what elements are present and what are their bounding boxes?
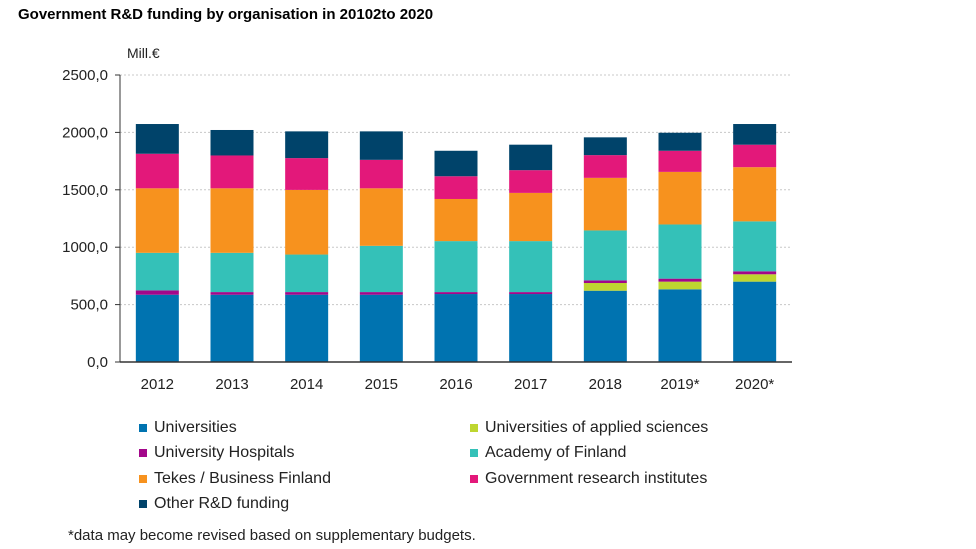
legend-item: Tekes / Business Finland xyxy=(139,470,331,488)
legend-label: Government research institutes xyxy=(485,469,708,487)
bar-segment-other-r-d-funding-2013 xyxy=(210,129,254,156)
y-tick-label: 2000,0 xyxy=(62,124,108,141)
legend-item: Universities xyxy=(139,419,237,437)
bar-segment-academy-of-finland-2013 xyxy=(210,252,254,293)
bar-segment-government-research-institutes-2019 xyxy=(658,150,702,172)
x-tick-label: 2019* xyxy=(660,376,699,393)
bar-segment-tekes-business-finland-2015 xyxy=(359,188,403,246)
bar-segment-academy-of-finland-2017 xyxy=(509,241,553,293)
bar-segment-academy-of-finland-2015 xyxy=(359,245,403,293)
bar-segment-universities-of-applied-sciences-2018 xyxy=(583,283,627,291)
bar-segment-tekes-business-finland-2018 xyxy=(583,177,627,231)
y-tick-label: 1500,0 xyxy=(62,182,108,199)
y-tick-label: 1000,0 xyxy=(62,239,108,256)
bar-segment-university-hospitals-2018 xyxy=(583,280,627,284)
bar-segment-other-r-d-funding-2017 xyxy=(509,144,553,171)
bar-segment-government-research-institutes-2020 xyxy=(733,144,777,168)
bar-segment-universities-2012 xyxy=(135,294,179,362)
bar-segment-universities-2016 xyxy=(434,294,478,362)
legend-item: Government research institutes xyxy=(470,470,707,488)
bar-segment-government-research-institutes-2012 xyxy=(135,153,179,189)
y-tick-label: 500,0 xyxy=(70,297,108,314)
legend-item: Academy of Finland xyxy=(470,444,626,462)
bar-segment-tekes-business-finland-2012 xyxy=(135,188,179,253)
bar-segment-tekes-business-finland-2019 xyxy=(658,171,702,225)
bar-segment-tekes-business-finland-2016 xyxy=(434,198,478,242)
bar-segment-other-r-d-funding-2018 xyxy=(583,137,627,156)
bar-segment-university-hospitals-2013 xyxy=(210,292,254,295)
bar-segment-government-research-institutes-2014 xyxy=(285,158,329,190)
bar-segment-government-research-institutes-2017 xyxy=(509,170,553,193)
bar-segment-other-r-d-funding-2014 xyxy=(285,131,329,159)
legend-swatch xyxy=(470,474,478,483)
bar-segment-universities-2013 xyxy=(210,294,254,362)
bar-segment-tekes-business-finland-2014 xyxy=(285,189,329,255)
y-tick-label: 2500,0 xyxy=(62,67,108,84)
chart-title: Government R&D funding by organisation i… xyxy=(18,6,434,23)
bar-segment-academy-of-finland-2019 xyxy=(658,224,702,279)
bar-segment-university-hospitals-2019 xyxy=(658,278,702,282)
bar-segment-other-r-d-funding-2019 xyxy=(658,132,702,151)
bar-segment-academy-of-finland-2018 xyxy=(583,230,627,281)
x-tick-label: 2018 xyxy=(589,376,622,393)
legend-item: Universities of applied sciences xyxy=(470,419,708,437)
bar-segment-other-r-d-funding-2020 xyxy=(733,124,777,145)
bar-segment-academy-of-finland-2020 xyxy=(733,221,777,272)
legend-label: Other R&D funding xyxy=(154,494,290,512)
x-tick-label: 2020* xyxy=(735,376,774,393)
bar-segment-tekes-business-finland-2013 xyxy=(210,188,254,253)
bar-segment-university-hospitals-2012 xyxy=(135,290,179,295)
bar-segment-other-r-d-funding-2012 xyxy=(135,124,179,154)
x-tick-label: 2014 xyxy=(290,376,323,393)
y-tick-label: 0,0 xyxy=(87,354,108,371)
bar-segment-academy-of-finland-2014 xyxy=(285,254,329,293)
legend-swatch xyxy=(139,474,147,483)
bar-segment-universities-of-applied-sciences-2019 xyxy=(658,281,702,290)
bar-segment-government-research-institutes-2018 xyxy=(583,155,627,178)
x-tick-label: 2015 xyxy=(365,376,398,393)
x-tick-label: 2016 xyxy=(439,376,472,393)
legend-label: Tekes / Business Finland xyxy=(154,469,331,487)
bar-segment-university-hospitals-2020 xyxy=(733,271,777,275)
x-tick-label: 2013 xyxy=(215,376,248,393)
y-axis-unit-label: Mill.€ xyxy=(127,45,160,61)
bar-segment-university-hospitals-2014 xyxy=(285,292,329,295)
legend-item: Other R&D funding xyxy=(139,495,289,513)
footnote: *data may become revised based on supple… xyxy=(68,527,476,544)
legend-item: University Hospitals xyxy=(139,444,294,462)
legend-swatch xyxy=(470,449,478,458)
legend-swatch xyxy=(139,424,147,432)
legend-swatch xyxy=(139,449,147,458)
bar-segment-tekes-business-finland-2017 xyxy=(509,192,553,242)
stacked-bar-chart: 0,0 500,0 1000,0 1500,0 2000,0 2500,0 2012 2013… xyxy=(62,67,792,393)
legend-label: University Hospitals xyxy=(154,444,295,462)
legend-swatch xyxy=(470,424,478,432)
legend-label: Universities xyxy=(154,419,237,436)
bar-segment-government-research-institutes-2015 xyxy=(359,159,403,189)
bar-segment-universities-2020 xyxy=(733,281,777,362)
legend-label: Academy of Finland xyxy=(485,444,627,462)
bar-segment-university-hospitals-2017 xyxy=(509,292,553,295)
bar-segment-university-hospitals-2016 xyxy=(434,292,478,295)
legend-swatch xyxy=(139,499,147,508)
bar-segment-government-research-institutes-2016 xyxy=(434,176,478,199)
legend-label: Universities of applied sciences xyxy=(485,419,709,436)
bar-segment-academy-of-finland-2016 xyxy=(434,241,478,293)
bar-segment-other-r-d-funding-2016 xyxy=(434,150,478,177)
bar-segment-tekes-business-finland-2020 xyxy=(733,167,777,222)
bar-segment-government-research-institutes-2013 xyxy=(210,155,254,189)
bar-segment-universities-2017 xyxy=(509,294,553,362)
bar-segment-universities-2018 xyxy=(583,290,627,362)
bar-segment-universities-2014 xyxy=(285,294,329,362)
x-tick-label: 2017 xyxy=(514,376,547,393)
bar-segment-university-hospitals-2015 xyxy=(359,292,403,295)
bar-segment-other-r-d-funding-2015 xyxy=(359,131,403,160)
x-tick-label: 2012 xyxy=(141,376,174,393)
bar-segment-universities-2019 xyxy=(658,289,702,362)
bar-segment-academy-of-finland-2012 xyxy=(135,252,179,291)
bar-segment-universities-of-applied-sciences-2020 xyxy=(733,274,777,282)
bar-segment-universities-2015 xyxy=(359,294,403,362)
